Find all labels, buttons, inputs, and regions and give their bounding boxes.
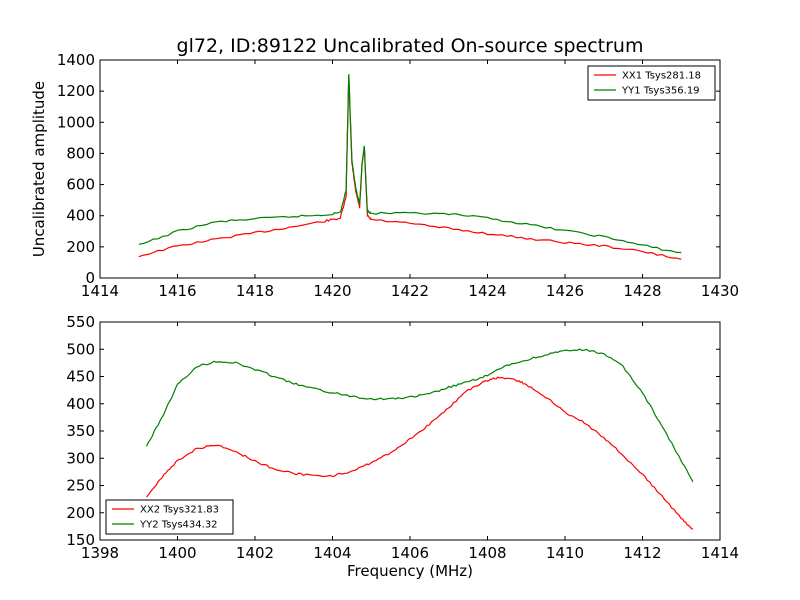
legend-box: [587, 65, 716, 101]
x-tick-label: 1418: [236, 282, 274, 300]
series-line-2-2: [145, 348, 694, 483]
x-tick-label: 1430: [701, 282, 739, 300]
x-tick-label: 1414: [81, 282, 119, 300]
x-tick-label: 1416: [158, 282, 196, 300]
y-tick-label: 600: [66, 176, 95, 194]
chart-title: gl72, ID:89122 Uncalibrated On-source sp…: [177, 35, 644, 57]
x-tick-label: 1422: [391, 282, 429, 300]
legend-entry-label: XX2 Tsys321.83: [140, 505, 219, 516]
series-line-2-1: [146, 376, 694, 530]
x-axis-label: Frequency (MHz): [347, 562, 473, 580]
x-tick-label: 1408: [468, 544, 506, 562]
y-tick-label: 300: [66, 449, 95, 467]
x-tick-label: 1404: [313, 544, 351, 562]
y-tick-label: 1000: [57, 113, 95, 131]
y-tick-label: 250: [66, 477, 95, 495]
x-tick-label: 1414: [701, 544, 739, 562]
series-line-1-2: [138, 74, 682, 254]
y-tick-label: 350: [66, 422, 95, 440]
bottom-panel: 1398 1400 1402 1404 1406 1408 1410 1412 1414 150 2…: [66, 313, 739, 580]
y-tick-label: 1400: [57, 51, 95, 69]
legend-entry-label: XX1 Tsys281.18: [622, 71, 701, 82]
legend: XX2 Tsys321.83 YY2 Tsys434.32: [105, 499, 234, 535]
y-tick-label: 0: [85, 269, 95, 287]
x-tick-label: 1406: [391, 544, 429, 562]
x-tick-label: 1400: [158, 544, 196, 562]
x-tick-label: 1428: [623, 282, 661, 300]
legend-entry-label: YY1 Tsys356.19: [621, 86, 700, 97]
y-axis-label: Uncalibrated amplitude: [30, 81, 48, 257]
y-tick-label: 500: [66, 340, 95, 358]
y-tick-label: 450: [66, 368, 95, 386]
x-tick-label: 1420: [313, 282, 351, 300]
y-tick-label: 400: [66, 207, 95, 225]
x-tick-label: 1412: [623, 544, 661, 562]
legend-entry-label: YY2 Tsys434.32: [139, 520, 218, 531]
y-tick-label: 1200: [57, 82, 95, 100]
x-tick-label: 1410: [546, 544, 584, 562]
x-tick-label: 1426: [546, 282, 584, 300]
legend-box: [105, 499, 234, 535]
legend: XX1 Tsys281.18 YY1 Tsys356.19: [587, 65, 716, 101]
x-tick-label: 1424: [468, 282, 506, 300]
top-panel: 1414 1416 1418 1420 1422 1424 1426 1428 1430 0 200…: [30, 51, 739, 300]
x-tick-label: 1402: [236, 544, 274, 562]
x-tick-label: 1398: [81, 544, 119, 562]
y-tick-label: 550: [66, 313, 95, 331]
y-tick-label: 200: [66, 504, 95, 522]
y-tick-label: 800: [66, 144, 95, 162]
y-tick-label: 150: [66, 531, 95, 549]
y-tick-label: 400: [66, 395, 95, 413]
y-tick-label: 200: [66, 238, 95, 256]
